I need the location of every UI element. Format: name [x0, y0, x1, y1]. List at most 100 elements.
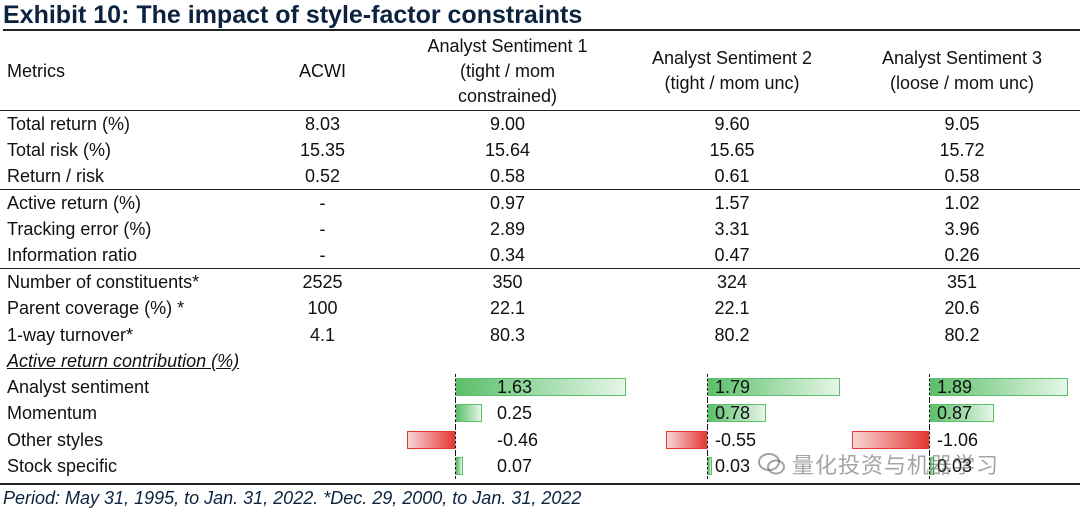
table-row: Number of constituents* 2525 350 324 351	[0, 268, 1080, 296]
header-row: Metrics ACWI Analyst Sentiment 1 (tight …	[0, 33, 1080, 110]
contribution-label: Other styles	[7, 429, 104, 450]
table-row: Total return (%) 8.03 9.00 9.60 9.05	[0, 109, 1080, 137]
contribution-row: Stock specific 0.07 0.03 0.03	[0, 452, 1080, 480]
cell-acwi: 4.1	[309, 324, 336, 345]
header-as2-line1: Analyst Sentiment 2	[651, 48, 813, 69]
cell-acwi-empty	[250, 400, 395, 426]
positive-bar	[708, 456, 712, 475]
cell-as2: 3.31	[714, 218, 750, 239]
table-row: Return / risk 0.52 0.58 0.61 0.58	[0, 163, 1080, 190]
table-row: Total risk (%) 15.35 15.64 15.65 15.72	[0, 137, 1080, 163]
bar-axis	[707, 452, 708, 480]
contribution-row: Other styles -0.46 -0.55 -1.06	[0, 426, 1080, 453]
bar-cell-as2: 1.79	[620, 373, 844, 401]
row-label: Tracking error (%)	[7, 218, 152, 239]
bar-cell-as2: -0.55	[620, 426, 844, 453]
bar-axis	[929, 373, 930, 401]
positive-bar	[708, 404, 766, 423]
positive-bar	[930, 377, 1068, 396]
header-as3: Analyst Sentiment 3 (loose / mom unc)	[844, 33, 1080, 110]
contribution-label: Analyst sentiment	[7, 377, 150, 398]
header-as1-line1: Analyst Sentiment 1	[427, 35, 588, 56]
table-row: Information ratio - 0.34 0.47 0.26	[0, 242, 1080, 269]
bar-value-label: 1.63	[497, 376, 533, 397]
negative-bar	[407, 430, 455, 449]
cell-acwi: -	[319, 245, 326, 266]
cell-as1: 0.97	[395, 188, 620, 216]
table-row: Parent coverage (%) * 100 22.1 22.1 20.6	[0, 295, 1080, 321]
bar-cell-as1: 0.25	[395, 400, 620, 427]
positive-bar	[456, 377, 626, 396]
header-acwi: ACWI	[299, 60, 346, 81]
bar-axis	[455, 452, 456, 480]
cell-acwi: 100	[307, 298, 338, 319]
bar-cell-as2: 0.03	[620, 452, 844, 480]
header-as2-line2: (tight / mom unc)	[664, 73, 800, 94]
table-row: Tracking error (%) - 2.89 3.31 3.96	[0, 216, 1080, 242]
cell-as3: 80.2	[944, 324, 980, 345]
bar-axis	[455, 400, 456, 427]
row-label: Total return (%)	[0, 109, 250, 137]
cell-as3: 15.72	[939, 139, 985, 160]
cell-as3: 9.05	[844, 109, 1080, 137]
wechat-icon	[758, 453, 785, 475]
bar-value-label: 1.89	[937, 376, 973, 397]
cell-as3: 0.26	[944, 245, 980, 266]
header-as1: Analyst Sentiment 1 (tight / mom constra…	[395, 33, 620, 110]
bar-value-label: 0.03	[937, 455, 973, 476]
negative-bar	[851, 430, 929, 449]
bar-value-label: 1.79	[715, 376, 751, 397]
bar-cell-as3: 1.89	[844, 373, 1080, 401]
cell-as2: 15.65	[709, 139, 755, 160]
bar-axis	[707, 426, 708, 453]
cell-as3: 20.6	[944, 298, 980, 319]
header-as2: Analyst Sentiment 2 (tight / mom unc)	[620, 33, 844, 110]
bar-value-label: 0.78	[715, 403, 751, 424]
row-label: Number of constituents*	[0, 268, 250, 296]
bar-value-label: 0.07	[497, 455, 533, 476]
header-metrics: Metrics	[7, 60, 65, 81]
contribution-row: Analyst sentiment 1.63 1.79 1.89	[0, 373, 1080, 401]
row-label: Information ratio	[7, 245, 138, 266]
row-label: Parent coverage (%) *	[7, 298, 185, 319]
bar-axis	[929, 426, 930, 453]
cell-as1: 9.00	[395, 109, 620, 137]
cell-as1: 350	[395, 268, 620, 296]
header-as1-line2: (tight / mom	[459, 60, 556, 81]
cell-as3: 0.58	[944, 165, 980, 186]
cell-acwi: -	[319, 218, 326, 239]
cell-as2: 1.57	[620, 188, 844, 216]
cell-acwi: 2525	[250, 268, 395, 296]
cell-acwi: 0.52	[304, 165, 341, 186]
bar-value-label: 0.87	[937, 403, 973, 424]
header-as1-line3: constrained)	[457, 85, 558, 106]
cell-as1: 0.58	[489, 165, 526, 186]
contribution-row: Momentum 0.25 0.78 0.87	[0, 400, 1080, 427]
cell-acwi-empty	[250, 374, 395, 400]
row-label: Total risk (%)	[7, 139, 112, 160]
cell-as2: 9.60	[620, 109, 844, 137]
cell-as1: 15.64	[484, 139, 531, 160]
exhibit-title: Exhibit 10: The impact of style-factor c…	[3, 0, 1080, 31]
bar-axis	[455, 373, 456, 401]
cell-as2: 324	[620, 268, 844, 296]
contribution-subheader: Active return contribution (%)	[0, 348, 1080, 374]
row-label: Return / risk	[7, 165, 105, 186]
bar-cell-as1: -0.46	[395, 426, 620, 453]
bar-value-label: 0.03	[715, 455, 751, 476]
period-footnote: Period: May 31, 1995, to Jan. 31, 2022. …	[0, 483, 1080, 511]
bar-cell-as1: 1.63	[395, 373, 626, 401]
header-as3-line1: Analyst Sentiment 3	[881, 48, 1043, 69]
cell-as1: 80.3	[489, 324, 526, 345]
table-row: 1-way turnover* 4.1 80.3 80.2 80.2	[0, 321, 1080, 347]
bar-axis	[929, 400, 930, 427]
watermark: 量化投资与机器学习	[758, 448, 999, 480]
bar-axis	[455, 426, 456, 453]
cell-as3: 351	[844, 268, 1080, 296]
bar-cell-as3: 0.03	[844, 452, 1080, 480]
watermark-text: 量化投资与机器学习	[792, 453, 1000, 478]
cell-acwi: 15.35	[299, 139, 346, 160]
positive-bar	[708, 377, 841, 396]
metrics-table: Metrics ACWI Analyst Sentiment 1 (tight …	[0, 33, 1080, 480]
cell-acwi: 8.03	[250, 109, 395, 137]
